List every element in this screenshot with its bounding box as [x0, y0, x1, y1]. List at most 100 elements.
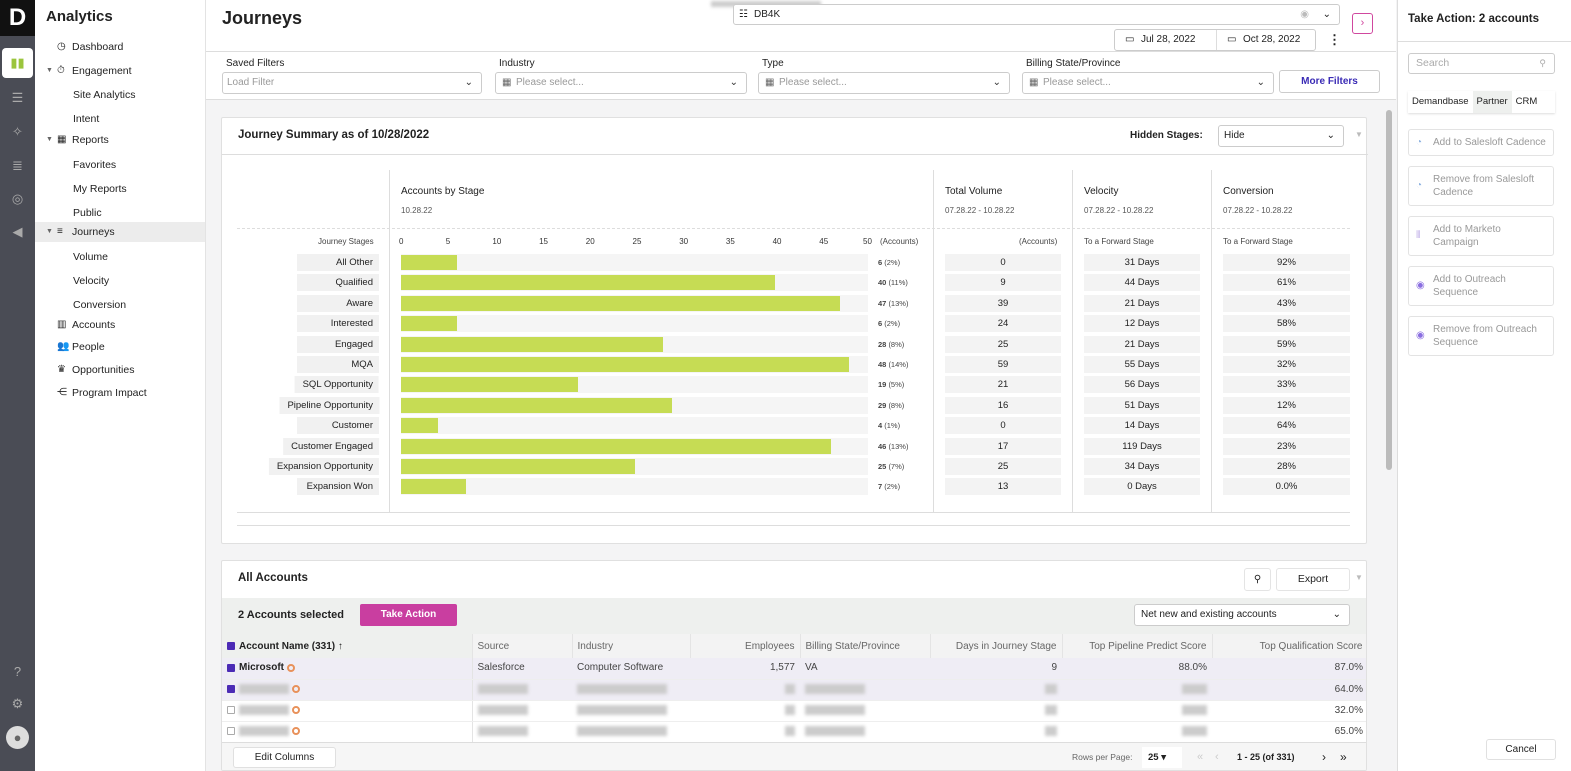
tab-partner[interactable]: Partner — [1472, 91, 1512, 113]
sidebar-item-velocity[interactable]: Velocity — [35, 271, 205, 291]
action-add-to-salesloft-cadence[interactable]: ◔ Add to Salesloft Cadence — [1408, 129, 1554, 156]
sidebar-item-opportunities[interactable]: ♛ Opportunities — [35, 360, 205, 380]
bar-customer-engaged[interactable] — [401, 438, 831, 454]
bar-interested[interactable] — [401, 316, 458, 332]
bar-expansion-won[interactable] — [401, 479, 467, 495]
sidebar-item-public[interactable]: Public — [35, 203, 205, 223]
database-icon[interactable]: ≣ — [12, 158, 23, 173]
row-checkbox[interactable] — [227, 684, 235, 693]
prev-page-icon[interactable]: ‹ — [1215, 751, 1219, 763]
start-date[interactable]: Jul 28, 2022 — [1141, 34, 1196, 45]
action-add-to-marketo-campaign[interactable]: ⦀ Add to Marketo Campaign — [1408, 216, 1554, 256]
filter-select[interactable]: ▦ Please select... ⌄ — [758, 72, 1010, 94]
sidebar-item-favorites[interactable]: Favorites — [35, 155, 205, 175]
column-header[interactable]: Top Pipeline Predict Score — [1062, 634, 1213, 658]
filter-select[interactable]: ▦ Please select... ⌄ — [495, 72, 747, 94]
sidebar-item-site-analytics[interactable]: Site Analytics — [35, 85, 205, 105]
account-scope-select[interactable]: Net new and existing accounts ⌄ — [1134, 604, 1350, 626]
sidebar-item-intent[interactable]: Intent — [35, 109, 205, 129]
table-row[interactable]: Microsoft Salesforce Computer Software 1,57… — [222, 658, 1366, 680]
caret-down-icon[interactable]: ▼ — [46, 136, 53, 143]
date-range[interactable]: ▭ Jul 28, 2022 ▭ Oct 28, 2022 — [1114, 29, 1316, 51]
export-button[interactable]: Export — [1276, 568, 1350, 591]
megaphone-icon[interactable]: ◀ — [12, 224, 23, 239]
card-menu-icon[interactable]: ▼ — [1355, 130, 1363, 139]
end-date[interactable]: Oct 28, 2022 — [1243, 34, 1301, 45]
more-options-icon[interactable]: ⋮ — [1328, 32, 1341, 47]
bar-customer[interactable] — [401, 418, 439, 434]
row-checkbox[interactable] — [227, 726, 235, 735]
sidebar-item-conversion[interactable]: Conversion — [35, 295, 205, 315]
bar-qualified[interactable] — [401, 275, 775, 291]
action-remove-from-outreach-sequence[interactable]: ◉ Remove from Outreach Sequence — [1408, 316, 1554, 356]
bar-chart-icon[interactable]: ▮▮ — [2, 48, 33, 78]
select-all-checkbox[interactable] — [227, 641, 235, 650]
funnel-icon[interactable]: ☰ — [11, 90, 24, 105]
sidebar-item-accounts[interactable]: ▥ Accounts — [35, 315, 205, 335]
hidden-stages-select[interactable]: Hide ⌄ — [1218, 125, 1344, 147]
next-page-icon[interactable]: › — [1322, 750, 1326, 764]
last-page-icon[interactable]: » — [1340, 750, 1347, 764]
table-row[interactable]: 32.0% — [222, 700, 1366, 722]
bar-aware[interactable] — [401, 295, 840, 311]
search-input[interactable]: Search ⚲ — [1408, 53, 1555, 74]
partner-tabs: Demandbase Partner CRM — [1408, 91, 1555, 113]
row-checkbox[interactable] — [227, 663, 235, 672]
caret-down-icon[interactable]: ▼ — [46, 67, 53, 74]
caret-down-icon[interactable]: ▼ — [46, 228, 53, 235]
tab-demandbase[interactable]: Demandbase — [1412, 96, 1469, 107]
filter-select[interactable]: Load Filter ⌄ — [222, 72, 482, 94]
bar-all-other[interactable] — [401, 255, 458, 270]
clear-icon[interactable]: ◉ — [1300, 9, 1309, 20]
bar-sql-opportunity[interactable] — [401, 377, 579, 393]
column-header[interactable]: Source — [472, 634, 573, 658]
column-header[interactable]: Days in Journey Stage — [930, 634, 1063, 658]
action-remove-from-salesloft-cadence[interactable]: ◔ Remove from Salesloft Cadence — [1408, 166, 1554, 206]
conversion-cell: 59% — [1223, 335, 1350, 353]
sidebar-item-program-impact[interactable]: ⋲ Program Impact — [35, 383, 205, 403]
bar-pipeline-opportunity[interactable] — [401, 397, 672, 413]
more-filters-button[interactable]: More Filters — [1279, 70, 1380, 93]
conversion-cell: 61% — [1223, 274, 1350, 292]
column-header[interactable]: Employees — [690, 634, 801, 658]
first-page-icon[interactable]: « — [1197, 751, 1204, 763]
column-header[interactable]: Billing State/Province — [800, 634, 931, 658]
user-icon[interactable]: ● — [6, 726, 29, 749]
card-menu-icon[interactable]: ▼ — [1355, 573, 1363, 582]
column-header[interactable]: Top Qualification Score — [1212, 634, 1366, 658]
target-icon[interactable]: ◎ — [11, 191, 24, 206]
chart-scroll-track[interactable] — [237, 512, 1350, 526]
opportunities-icon: ♛ — [57, 364, 66, 375]
wand-icon[interactable]: ✧ — [12, 124, 23, 139]
sidebar-item-engagement[interactable]: ▼ ⏱ Engagement — [35, 61, 205, 81]
volume-cell: 59 — [945, 356, 1061, 373]
row-checkbox[interactable] — [227, 705, 235, 714]
column-header[interactable]: Industry — [572, 634, 691, 658]
bar-expansion-opportunity[interactable] — [401, 459, 635, 474]
rows-per-page-select[interactable]: 25 ▾ — [1142, 747, 1182, 768]
scrollbar[interactable] — [1386, 110, 1392, 470]
table-row[interactable]: 65.0% — [222, 721, 1366, 743]
tab-crm[interactable]: CRM — [1515, 96, 1538, 107]
list-select[interactable]: ☷ DB4K ◉ ⌄ — [733, 4, 1340, 25]
sidebar-item-dashboard[interactable]: ◷ Dashboard — [35, 37, 205, 57]
search-icon[interactable]: ⚲ — [1244, 568, 1271, 591]
column-divider — [933, 170, 934, 513]
cancel-button[interactable]: Cancel — [1486, 739, 1556, 760]
sidebar-item-people[interactable]: 👥 People — [35, 337, 205, 357]
column-header[interactable]: Account Name (331) ↑ — [222, 634, 473, 658]
sidebar-item-journeys[interactable]: ▼ ≡ Journeys — [35, 222, 205, 242]
edit-columns-button[interactable]: Edit Columns — [233, 747, 336, 768]
sidebar-item-my-reports[interactable]: My Reports — [35, 179, 205, 199]
collapse-panel-button[interactable]: › — [1352, 13, 1373, 34]
bar-mqa[interactable] — [401, 357, 850, 372]
help-icon[interactable]: ? — [13, 664, 22, 679]
action-add-to-outreach-sequence[interactable]: ◉ Add to Outreach Sequence — [1408, 266, 1554, 306]
take-action-button[interactable]: Take Action — [360, 604, 457, 626]
bar-engaged[interactable] — [401, 336, 663, 352]
gear-icon[interactable]: ⚙ — [11, 696, 24, 711]
sidebar-item-reports[interactable]: ▼ ▦ Reports — [35, 130, 205, 150]
filter-select[interactable]: ▦ Please select... ⌄ — [1022, 72, 1274, 94]
sidebar-item-volume[interactable]: Volume — [35, 247, 205, 267]
table-row[interactable]: 64.0% — [222, 679, 1366, 701]
